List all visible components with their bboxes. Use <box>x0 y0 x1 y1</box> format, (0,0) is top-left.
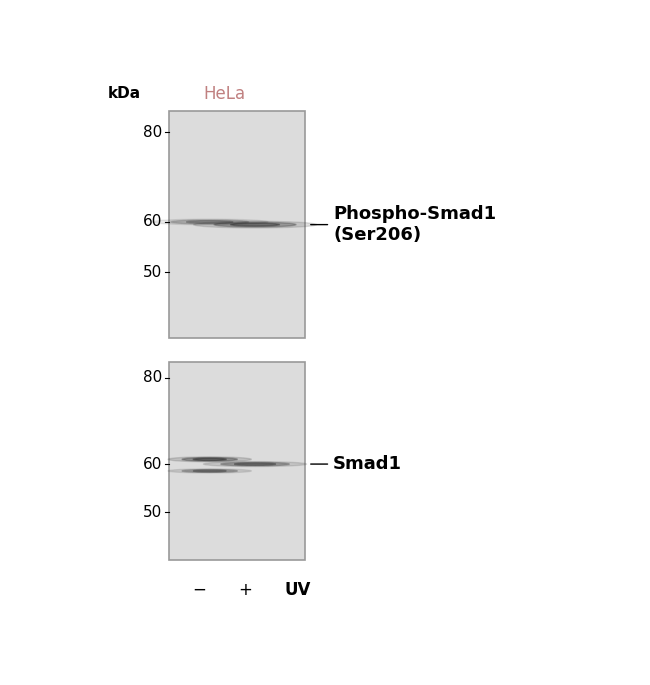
Ellipse shape <box>168 457 252 462</box>
Text: Smad1: Smad1 <box>311 455 402 473</box>
Bar <box>170 362 306 560</box>
Ellipse shape <box>194 221 317 228</box>
Text: 60: 60 <box>142 214 162 229</box>
Ellipse shape <box>171 220 248 224</box>
Ellipse shape <box>193 458 226 460</box>
Ellipse shape <box>168 469 252 473</box>
Text: 50: 50 <box>142 264 162 279</box>
Text: 80: 80 <box>142 370 162 385</box>
Ellipse shape <box>203 462 307 466</box>
Ellipse shape <box>214 222 296 227</box>
Ellipse shape <box>221 462 289 466</box>
Text: 50: 50 <box>142 505 162 519</box>
Text: +: + <box>238 581 252 599</box>
Ellipse shape <box>182 458 237 461</box>
Ellipse shape <box>231 223 280 226</box>
Text: UV: UV <box>285 581 311 599</box>
Ellipse shape <box>235 463 276 465</box>
Ellipse shape <box>193 470 226 472</box>
Text: 60: 60 <box>142 457 162 471</box>
Text: 80: 80 <box>142 125 162 140</box>
Bar <box>170 111 306 338</box>
Ellipse shape <box>151 219 268 225</box>
Text: kDa: kDa <box>107 86 140 101</box>
Ellipse shape <box>187 221 233 223</box>
Text: Phospho-Smad1
(Ser206): Phospho-Smad1 (Ser206) <box>311 206 496 244</box>
Text: HeLa: HeLa <box>203 85 246 103</box>
Text: −: − <box>192 581 207 599</box>
Ellipse shape <box>182 469 237 473</box>
